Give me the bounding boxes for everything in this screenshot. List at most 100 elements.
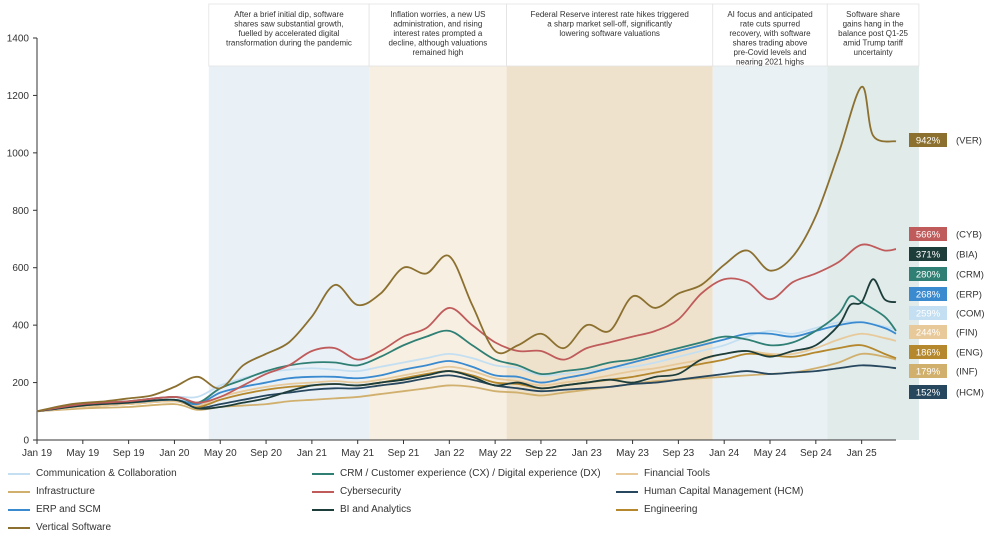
end-label-box-fin bbox=[909, 325, 947, 339]
end-label-box-erp bbox=[909, 287, 947, 301]
legend-label: Engineering bbox=[644, 504, 698, 515]
period-band bbox=[827, 38, 919, 440]
x-tick-label: Jan 22 bbox=[434, 448, 464, 459]
end-label-code: (VER) bbox=[956, 136, 982, 147]
legend-label: Infrastructure bbox=[36, 486, 95, 497]
series-line-ver bbox=[36, 85, 897, 413]
period-annotation-text: Software share gains hang in the balance p… bbox=[838, 10, 908, 57]
x-tick-label: Jan 19 bbox=[22, 448, 52, 459]
x-tick-label: Jan 21 bbox=[297, 448, 327, 459]
period-annotation-box bbox=[368, 3, 507, 67]
period-band bbox=[712, 38, 828, 440]
x-tick-label: Jan 24 bbox=[709, 448, 739, 459]
legend-item-eng: Engineering bbox=[616, 504, 697, 515]
legend-item-crm: CRM / Customer experience (CX) / Digital… bbox=[312, 468, 601, 479]
legend-item-bia: BI and Analytics bbox=[312, 504, 411, 515]
series-line-crm bbox=[36, 295, 897, 413]
y-tick-label: 600 bbox=[12, 263, 29, 274]
end-label-value: 186% bbox=[916, 348, 941, 359]
x-tick-label: Jan 25 bbox=[847, 448, 877, 459]
series-line-cyb bbox=[36, 243, 897, 413]
y-tick-label: 200 bbox=[12, 378, 29, 389]
y-tick-label: 1000 bbox=[7, 148, 30, 159]
legend-item-erp: ERP and SCM bbox=[8, 504, 101, 515]
legend-item-hcm: Human Capital Management (HCM) bbox=[616, 486, 804, 497]
period-annotation-box bbox=[826, 3, 920, 67]
series-line-com bbox=[36, 320, 897, 413]
end-label-code: (COM) bbox=[956, 309, 985, 320]
period-annotation-box bbox=[506, 3, 714, 67]
end-label-code: (BIA) bbox=[956, 250, 978, 261]
end-label-value: 259% bbox=[916, 309, 941, 320]
period-annotation-text: Inflation worries, a new US administratio… bbox=[388, 10, 487, 57]
x-tick-label: Sep 19 bbox=[113, 448, 145, 459]
end-label-box-crm bbox=[909, 267, 947, 281]
series-line-bia bbox=[36, 278, 897, 413]
legend-item-ver: Vertical Software bbox=[8, 522, 111, 533]
x-tick-label: May 19 bbox=[66, 448, 99, 459]
x-tick-label: Sep 24 bbox=[800, 448, 832, 459]
legend-label: ERP and SCM bbox=[36, 504, 101, 515]
end-label-value: 244% bbox=[916, 328, 941, 339]
y-tick-label: 400 bbox=[12, 321, 29, 332]
legend-label: CRM / Customer experience (CX) / Digital… bbox=[340, 468, 601, 479]
legend-label: Cybersecurity bbox=[340, 486, 402, 497]
x-tick-label: Sep 23 bbox=[663, 448, 695, 459]
x-tick-label: Sep 20 bbox=[250, 448, 282, 459]
legend-item-fin: Financial Tools bbox=[616, 468, 710, 479]
end-label-code: (INF) bbox=[956, 367, 978, 378]
y-tick-label: 800 bbox=[12, 206, 29, 217]
x-tick-label: Sep 21 bbox=[388, 448, 420, 459]
end-label-code: (HCM) bbox=[956, 388, 984, 399]
legend-item-com: Communication & Collaboration bbox=[8, 468, 177, 479]
legend-swatch bbox=[8, 508, 30, 511]
end-label-box-hcm bbox=[909, 385, 947, 399]
series-line-fin bbox=[36, 332, 897, 413]
end-label-value: 566% bbox=[916, 230, 941, 241]
end-label-value: 371% bbox=[916, 250, 941, 261]
legend-swatch bbox=[8, 490, 30, 493]
series-line-hcm bbox=[36, 364, 897, 413]
period-annotation-box bbox=[712, 3, 828, 67]
x-tick-label: Jan 20 bbox=[159, 448, 189, 459]
period-band bbox=[208, 38, 370, 440]
legend-item-inf: Infrastructure bbox=[8, 486, 95, 497]
legend-swatch bbox=[616, 490, 638, 493]
y-tick-label: 1200 bbox=[7, 91, 30, 102]
end-label-code: (FIN) bbox=[956, 328, 978, 339]
legend-label: Vertical Software bbox=[36, 522, 112, 533]
x-tick-label: Sep 22 bbox=[525, 448, 557, 459]
period-annotation-text: After a brief initial dip, software share… bbox=[226, 10, 352, 48]
end-label-code: (CYB) bbox=[956, 230, 982, 241]
end-label-box-com bbox=[909, 306, 947, 320]
legend-swatch bbox=[312, 490, 334, 493]
x-tick-label: May 20 bbox=[204, 448, 237, 459]
end-label-box-inf bbox=[909, 364, 947, 378]
legend-swatch bbox=[616, 508, 638, 511]
legend-label: BI and Analytics bbox=[340, 504, 412, 515]
x-tick-label: Jan 23 bbox=[572, 448, 602, 459]
y-tick-label: 0 bbox=[23, 436, 29, 447]
end-label-box-cyb bbox=[909, 227, 947, 241]
x-tick-label: May 23 bbox=[616, 448, 649, 459]
period-annotation-text: AI focus and anticipated rate cuts spurre… bbox=[727, 10, 812, 67]
legend-swatch bbox=[312, 472, 334, 475]
x-tick-label: May 24 bbox=[754, 448, 787, 459]
legend-swatch bbox=[8, 472, 30, 475]
legend-item-cyb: Cybersecurity bbox=[312, 486, 401, 497]
period-annotation-box bbox=[208, 3, 370, 67]
end-label-value: 280% bbox=[916, 270, 941, 281]
end-label-box-bia bbox=[909, 247, 947, 261]
period-annotation-text: Federal Reserve interest rate hikes trig… bbox=[531, 10, 689, 38]
end-label-value: 152% bbox=[916, 388, 941, 399]
end-label-value: 179% bbox=[916, 367, 941, 378]
end-label-box-ver bbox=[909, 133, 947, 147]
x-tick-label: May 22 bbox=[479, 448, 512, 459]
end-label-code: (ERP) bbox=[956, 290, 982, 301]
legend-label: Communication & Collaboration bbox=[36, 468, 177, 479]
legend-label: Human Capital Management (HCM) bbox=[644, 486, 804, 497]
end-label-code: (ENG) bbox=[956, 348, 983, 359]
x-tick-label: May 21 bbox=[341, 448, 374, 459]
